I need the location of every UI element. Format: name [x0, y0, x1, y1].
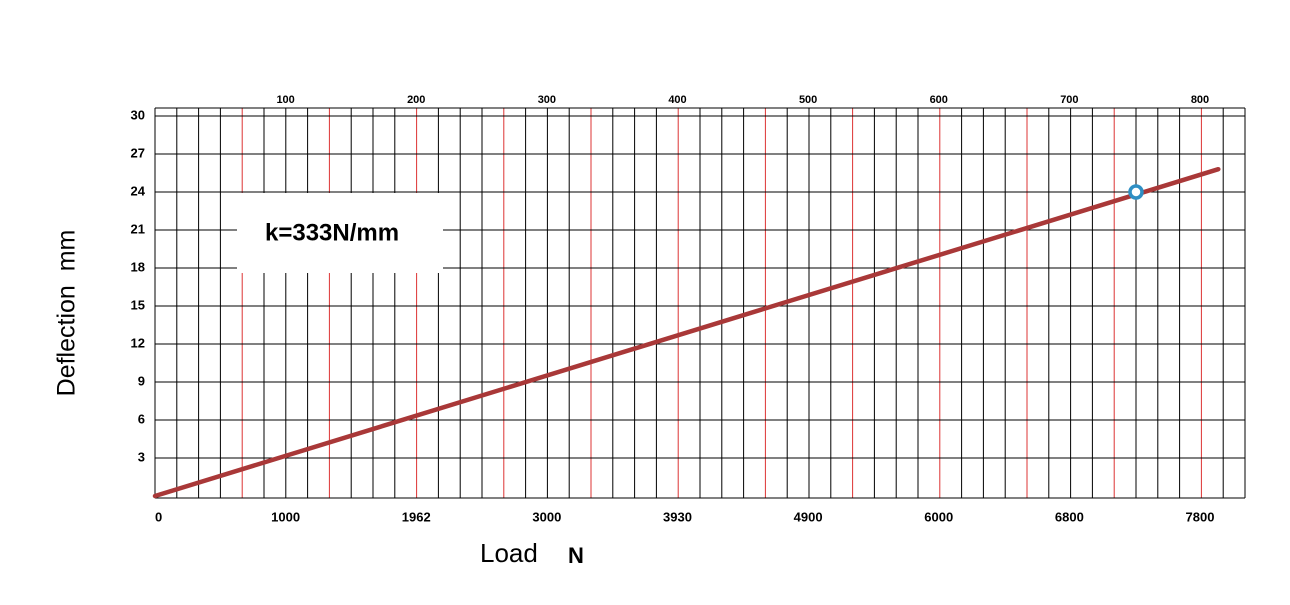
y-tick-label: 24: [131, 183, 146, 198]
x2-tick-label: 200: [407, 94, 425, 106]
x-tick-label: 7800: [1186, 509, 1215, 524]
y-tick-label: 6: [138, 411, 145, 426]
y-tick-label: 12: [131, 335, 145, 350]
x2-tick-label: 600: [930, 94, 948, 106]
x-tick-label: 6800: [1055, 509, 1084, 524]
y-axis-label: Deflection mm: [53, 230, 81, 397]
y-tick-label: 21: [131, 221, 145, 236]
x-tick-label: 1000: [271, 509, 300, 524]
x-tick-label: 6000: [924, 509, 953, 524]
x-tick-label: 0: [155, 509, 162, 524]
y-tick-label: 30: [131, 107, 145, 122]
annotation: k=333N/mm: [265, 219, 399, 246]
y-tick-label: 18: [131, 259, 145, 274]
x-axis-unit: N: [568, 543, 584, 568]
grid: [154, 107, 1246, 499]
x2-tick-label: 300: [538, 94, 556, 106]
marker-point: [1128, 184, 1144, 200]
y-tick-label: 27: [131, 145, 145, 160]
x2-tick-label: 500: [799, 94, 817, 106]
x-tick-label: 3930: [663, 509, 692, 524]
y-tick-label: 9: [138, 373, 145, 388]
x2-tick-label: 100: [276, 94, 294, 106]
y-tick-label: 15: [131, 297, 145, 312]
x-tick-label: 1962: [402, 509, 431, 524]
x2-tick-label: 400: [668, 94, 686, 106]
x2-tick-label: 700: [1060, 94, 1078, 106]
data-line: [152, 166, 1221, 499]
x2-tick-label: 800: [1191, 94, 1209, 106]
x-axis-label: Load: [480, 538, 538, 568]
y-tick-label: 3: [138, 449, 145, 464]
x-tick-label: 4900: [794, 509, 823, 524]
x-tick-label: 3000: [532, 509, 561, 524]
annotation-box: [237, 193, 443, 273]
